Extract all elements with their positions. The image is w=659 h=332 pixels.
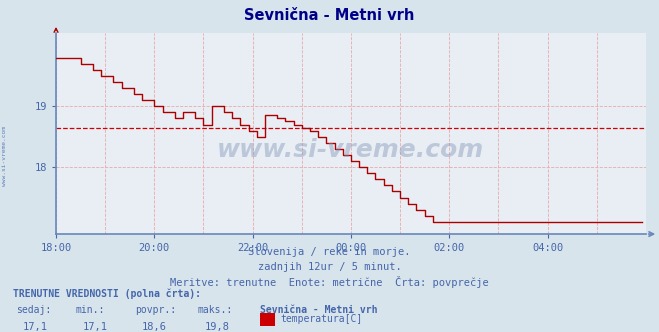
Text: Sevnična - Metni vrh: Sevnična - Metni vrh: [260, 305, 378, 315]
Text: zadnjih 12ur / 5 minut.: zadnjih 12ur / 5 minut.: [258, 262, 401, 272]
Text: TRENUTNE VREDNOSTI (polna črta):: TRENUTNE VREDNOSTI (polna črta):: [13, 289, 201, 299]
Text: 17,1: 17,1: [23, 322, 48, 332]
Text: Slovenija / reke in morje.: Slovenija / reke in morje.: [248, 247, 411, 257]
Text: maks.:: maks.:: [198, 305, 233, 315]
Text: Sevnična - Metni vrh: Sevnična - Metni vrh: [244, 8, 415, 23]
Text: www.si-vreme.com: www.si-vreme.com: [217, 138, 484, 162]
Text: povpr.:: povpr.:: [135, 305, 176, 315]
Text: sedaj:: sedaj:: [16, 305, 51, 315]
Text: 17,1: 17,1: [82, 322, 107, 332]
Text: 19,8: 19,8: [204, 322, 229, 332]
Text: 18,6: 18,6: [142, 322, 167, 332]
Text: min.:: min.:: [76, 305, 105, 315]
Text: Meritve: trenutne  Enote: metrične  Črta: povprečje: Meritve: trenutne Enote: metrične Črta: …: [170, 276, 489, 288]
Text: temperatura[C]: temperatura[C]: [280, 314, 362, 324]
Text: www.si-vreme.com: www.si-vreme.com: [2, 126, 7, 186]
